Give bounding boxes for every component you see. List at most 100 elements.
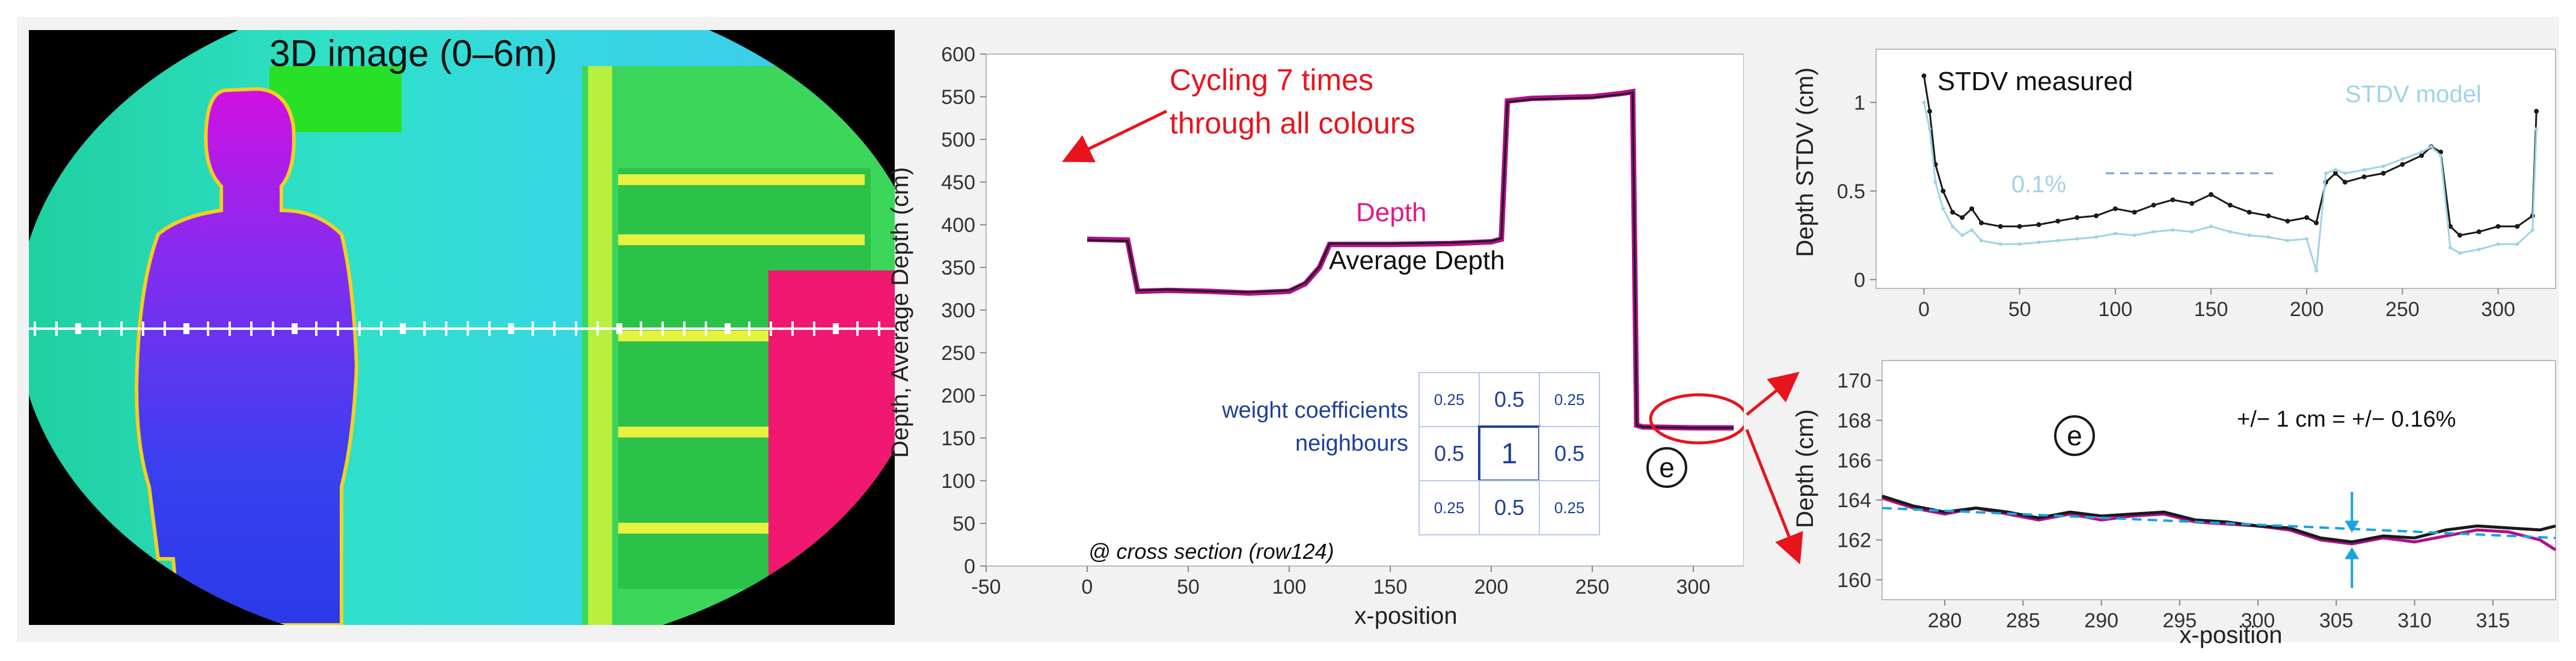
tolerance-arrowhead-down — [2344, 520, 2360, 533]
x-tick-label: 300 — [2481, 298, 2515, 321]
data-point — [2209, 224, 2213, 228]
cross-section-tick — [315, 321, 317, 336]
tolerance-arrowhead-up — [2344, 547, 2360, 559]
cycling-annotation-line1: Cycling 7 times — [1170, 63, 1373, 97]
series-line-stdv-model — [1923, 102, 2538, 271]
cross-section-tick — [400, 323, 406, 334]
data-point — [2458, 251, 2462, 255]
stdv-model-label: STDV model — [2345, 81, 2482, 108]
data-point — [2036, 222, 2041, 227]
y-tick-label: 600 — [941, 43, 975, 66]
cross-section-tick — [34, 321, 36, 336]
weight-coefficient-grid: 0.25 0.5 0.25 0.5 1 0.5 0.25 0.5 0.25 — [1418, 372, 1600, 535]
y-tick-label: 400 — [941, 214, 975, 237]
data-point — [2324, 171, 2328, 175]
data-point — [2017, 242, 2022, 246]
series-line-average-depth — [1087, 91, 1734, 429]
cross-section-tick — [616, 323, 622, 334]
data-point — [2132, 233, 2136, 237]
data-point — [2314, 269, 2319, 273]
data-point — [2332, 171, 2338, 176]
cross-section-tick — [423, 321, 426, 336]
x-tick-label: 300 — [2241, 609, 2275, 632]
data-point — [2055, 218, 2061, 224]
x-tick-label: -50 — [971, 576, 1001, 599]
data-point — [2534, 109, 2539, 114]
data-point — [2075, 237, 2079, 241]
cross-section-note: @ cross section (row124) — [1088, 539, 1334, 564]
data-point — [2247, 233, 2251, 237]
stdv-y-axis-label: Depth STDV (cm) — [1792, 67, 1818, 257]
stdv-series — [1921, 73, 2539, 273]
x-tick-label: 250 — [2385, 298, 2420, 321]
data-point — [1927, 109, 1933, 114]
cross-section-tick — [640, 321, 642, 336]
data-point — [1933, 180, 1937, 184]
x-tick-label: 305 — [2319, 609, 2354, 632]
y-tick-label: 164 — [1837, 489, 1871, 512]
y-tick-label: 160 — [1837, 569, 1871, 592]
data-point — [2286, 239, 2290, 243]
cross-section-tick — [467, 321, 469, 336]
data-point — [2381, 171, 2386, 176]
data-point — [2420, 150, 2424, 154]
data-point — [2400, 157, 2405, 161]
zoom-series — [1881, 495, 2557, 552]
data-point — [2429, 145, 2433, 149]
cross-section-tick — [770, 321, 772, 336]
y-tick-label: 150 — [941, 427, 975, 450]
cross-section-tick — [508, 323, 514, 334]
data-point — [1998, 224, 2003, 229]
y-tick-label: 168 — [1837, 410, 1871, 433]
data-point — [2190, 230, 2194, 234]
weight-cell — [1539, 480, 1600, 535]
data-point — [1980, 239, 1984, 243]
x-tick-label: 150 — [1373, 576, 1408, 599]
data-point — [2246, 210, 2252, 215]
y-tick-label: 100 — [941, 470, 975, 493]
depth-image-panel: 3D image (0–6m) — [29, 30, 895, 625]
cross-section-tick — [120, 321, 123, 336]
y-tick-label: 250 — [941, 342, 975, 365]
y-tick-label: 450 — [941, 171, 975, 194]
weight-label-line2: neighbours — [1295, 431, 1408, 456]
data-point — [1970, 228, 1974, 232]
data-point — [2266, 235, 2271, 239]
tolerance-arrows — [2344, 492, 2360, 588]
data-point — [2151, 203, 2156, 208]
weight-value: 0.25 — [1554, 499, 1585, 517]
data-point — [2285, 218, 2290, 224]
weight-value: 0.5 — [1554, 441, 1584, 466]
x-tick-label: 100 — [2099, 298, 2133, 321]
weight-value: 0.5 — [1494, 387, 1524, 412]
person-silhouette — [135, 87, 359, 625]
data-point — [2314, 220, 2319, 225]
data-point — [2305, 237, 2309, 241]
x-tick-label: 310 — [2397, 609, 2432, 632]
cross-section-tick — [791, 321, 794, 336]
x-tick-label: 250 — [1575, 576, 1610, 599]
data-point — [1941, 207, 1945, 211]
stdv-measured-label: STDV measured — [1937, 67, 2133, 96]
x-tick-label: 285 — [2006, 609, 2040, 632]
data-point — [2209, 192, 2214, 197]
cross-section-tick — [553, 321, 556, 336]
data-point — [2381, 164, 2385, 168]
x-tick-label: 200 — [2290, 298, 2324, 321]
depth-cross-section-chart: -50 0 50 100 150 200 250 3000501001502002503003… — [890, 43, 1744, 629]
data-point — [2113, 231, 2117, 236]
data-point — [2515, 224, 2520, 229]
data-point — [2171, 228, 2175, 232]
y-tick-label: 50 — [952, 513, 975, 535]
data-point — [2530, 228, 2535, 232]
data-point — [2342, 180, 2348, 185]
cross-section-tick — [878, 321, 880, 336]
cross-section-tick — [833, 323, 839, 334]
x-tick-label: 50 — [1177, 576, 1200, 599]
data-point — [2457, 233, 2462, 238]
x-tick-label: 295 — [2163, 609, 2197, 632]
cross-section-tick — [55, 321, 58, 336]
weight-value: 0.25 — [1434, 391, 1465, 409]
x-tick-label: 315 — [2476, 609, 2510, 632]
data-point — [1951, 224, 1955, 228]
